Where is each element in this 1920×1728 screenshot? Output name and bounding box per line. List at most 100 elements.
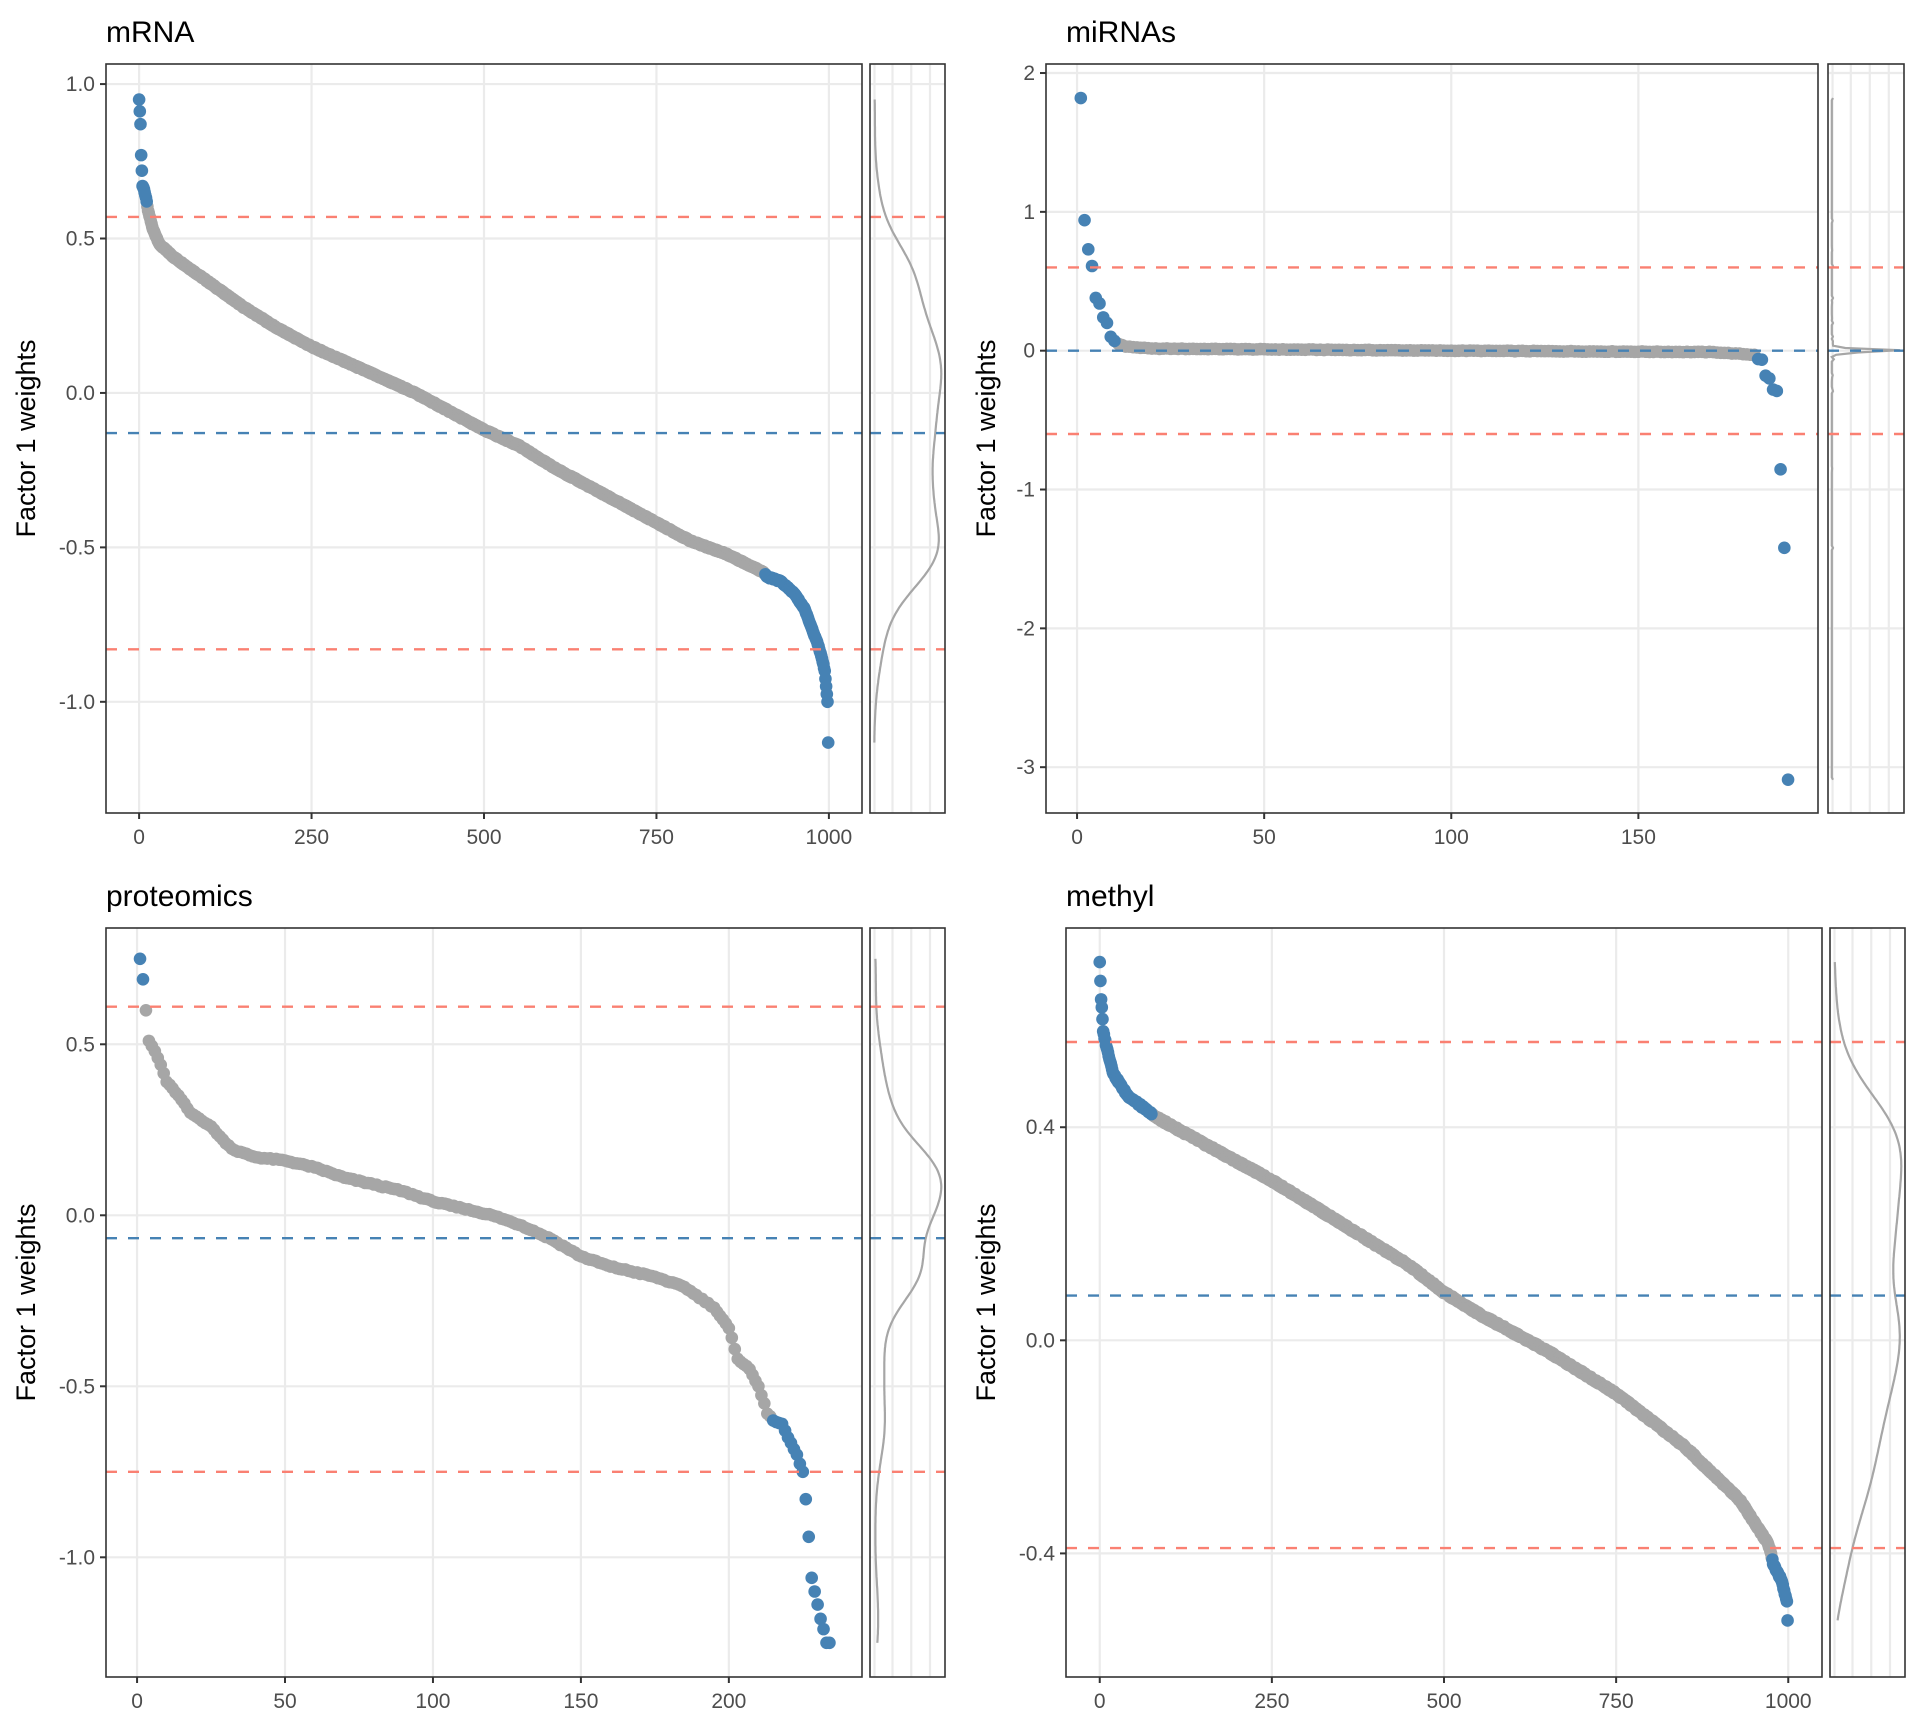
y-tick-label: 0.4 xyxy=(1026,1116,1056,1139)
data-point-highlighted xyxy=(823,1636,836,1650)
y-tick-label: -1.0 xyxy=(59,691,95,714)
y-axis-title: Factor 1 weights xyxy=(971,339,1001,537)
y-tick-label: -2 xyxy=(1016,617,1035,640)
data-point-highlighted xyxy=(1085,259,1099,273)
y-tick-label: 0.0 xyxy=(66,382,95,405)
y-tick-label: -0.5 xyxy=(59,1375,95,1398)
y-tick-label: 0.5 xyxy=(66,1033,95,1056)
data-point-highlighted xyxy=(814,1612,827,1626)
y-tick-label: 0.0 xyxy=(66,1204,95,1227)
density-border xyxy=(1827,63,1905,814)
data-point-highlighted xyxy=(1781,1614,1794,1627)
data-point-highlighted xyxy=(1781,773,1795,786)
data-point-highlighted xyxy=(134,117,147,131)
density-gridlines xyxy=(1828,64,1904,813)
density-gridlines xyxy=(870,928,945,1677)
data-point-highlighted xyxy=(1093,955,1107,969)
x-tick-label: 250 xyxy=(1254,1690,1289,1713)
data-point-highlighted xyxy=(1095,1001,1109,1014)
data-point xyxy=(758,1397,771,1410)
y-tick-label: 2 xyxy=(1023,62,1035,85)
panel-title: miRNAs xyxy=(1066,16,1176,49)
x-tick-label: 750 xyxy=(1599,1690,1634,1713)
gridlines xyxy=(106,928,862,1677)
panel-title: mRNA xyxy=(106,16,194,49)
gridlines xyxy=(1046,64,1818,813)
scatter-points xyxy=(1074,91,1795,786)
density-border xyxy=(1829,927,1906,1678)
y-tick-label: -0.4 xyxy=(1019,1542,1056,1565)
data-point-highlighted xyxy=(1145,1107,1158,1121)
x-tick-label: 0 xyxy=(1071,826,1083,849)
data-point-highlighted xyxy=(796,1465,810,1479)
x-tick-label: 500 xyxy=(466,826,501,849)
data-point-highlighted xyxy=(1108,334,1121,348)
data-point-highlighted xyxy=(808,1585,821,1598)
density-border xyxy=(869,63,946,814)
y-axis-title: Factor 1 weights xyxy=(971,1203,1001,1401)
density-border xyxy=(869,927,946,1678)
data-point-highlighted xyxy=(1770,384,1784,398)
x-tick-label: 50 xyxy=(1252,826,1275,849)
density-curve xyxy=(1830,97,1901,781)
data-point-highlighted xyxy=(811,1598,824,1611)
data-point-highlighted xyxy=(805,1571,818,1585)
panel-methyl: methyl Factor 1 weights 0 250 500 750 1000 0.4 0… xyxy=(971,880,1906,1713)
x-tick-label: 100 xyxy=(1434,826,1469,849)
data-point-highlighted xyxy=(1093,297,1106,310)
x-tick-label: 0 xyxy=(133,826,145,849)
y-tick-label: 1.0 xyxy=(66,73,95,96)
data-point xyxy=(728,1342,742,1356)
panel-mirnas: miRNAs Factor 1 weights 0 50 100 150 2 1 0 -1 -2 -3 xyxy=(971,16,1905,849)
density-curve xyxy=(1833,962,1903,1621)
density-curve xyxy=(874,958,943,1643)
scatter-points xyxy=(133,952,836,1650)
data-point-highlighted xyxy=(1094,974,1107,988)
scatter-points xyxy=(1093,955,1794,1627)
x-tick-label: 500 xyxy=(1426,1690,1461,1713)
y-axis-title: Factor 1 weights xyxy=(11,1203,41,1401)
y-tick-label: 1 xyxy=(1023,201,1035,224)
data-point-highlighted xyxy=(1074,91,1088,105)
data-point-highlighted xyxy=(1763,372,1776,385)
x-tick-label: 50 xyxy=(273,1690,296,1713)
y-tick-label: -1.0 xyxy=(59,1546,95,1569)
data-point-highlighted xyxy=(802,1530,816,1544)
x-tick-label: 750 xyxy=(639,826,674,849)
data-point-highlighted xyxy=(132,93,146,106)
panel-title: proteomics xyxy=(106,880,253,913)
y-tick-label: -3 xyxy=(1016,756,1035,779)
density-gridlines xyxy=(1830,928,1905,1677)
data-point-highlighted xyxy=(1081,243,1095,256)
data-point-highlighted xyxy=(135,164,149,178)
panel-proteomics: proteomics Factor 1 weights 0 50 100 150 200 0.… xyxy=(11,880,946,1713)
x-tick-label: 1000 xyxy=(1765,1690,1812,1713)
x-tick-label: 150 xyxy=(1621,826,1656,849)
gridlines xyxy=(106,64,862,813)
y-tick-label: 0 xyxy=(1023,340,1035,363)
data-point xyxy=(722,1321,736,1335)
data-point-highlighted xyxy=(1774,463,1787,476)
y-tick-label: -1 xyxy=(1016,479,1035,502)
data-point xyxy=(139,1004,153,1017)
plot-border xyxy=(1045,63,1819,814)
x-tick-label: 0 xyxy=(131,1690,143,1713)
x-tick-label: 150 xyxy=(563,1690,598,1713)
y-tick-label: 0.0 xyxy=(1026,1329,1055,1352)
data-point-highlighted xyxy=(799,1492,813,1506)
y-axis-title: Factor 1 weights xyxy=(11,339,41,537)
panel-title: methyl xyxy=(1066,880,1154,913)
y-tick-label: -0.5 xyxy=(59,536,95,559)
y-tick-label: 0.5 xyxy=(66,228,95,251)
density-gridlines xyxy=(870,64,945,813)
data-point-highlighted xyxy=(1778,541,1791,555)
density-curve xyxy=(873,99,943,743)
data-point-highlighted xyxy=(133,105,147,118)
data-point-highlighted xyxy=(140,195,153,208)
data-point-highlighted xyxy=(817,1622,830,1636)
scatter-points xyxy=(132,93,835,749)
x-tick-label: 250 xyxy=(294,826,329,849)
data-point-highlighted xyxy=(1780,1595,1794,1608)
gridlines xyxy=(1066,928,1822,1677)
data-point-highlighted xyxy=(134,148,148,162)
